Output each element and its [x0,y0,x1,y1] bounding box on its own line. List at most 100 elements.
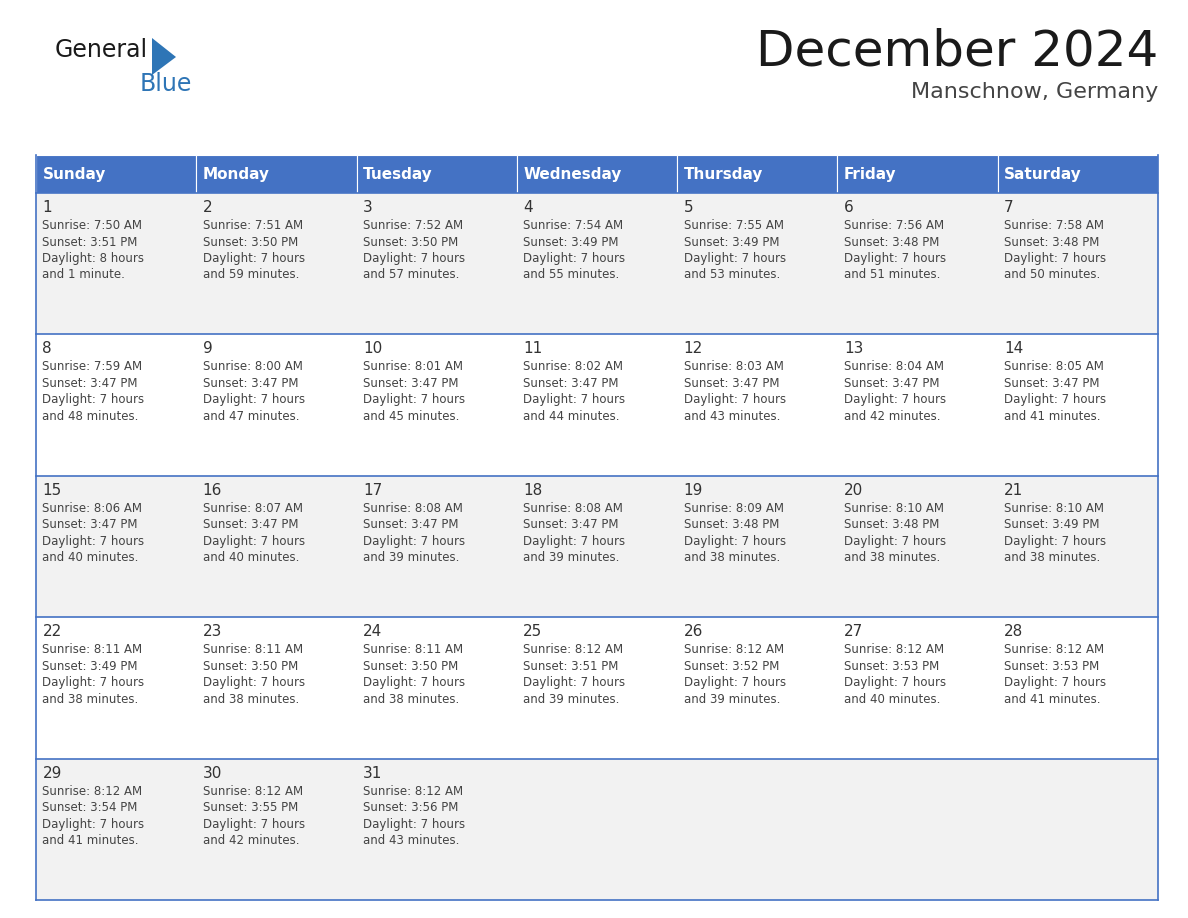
Text: 3: 3 [364,200,373,215]
Text: Daylight: 7 hours: Daylight: 7 hours [683,677,785,689]
Text: 30: 30 [203,766,222,780]
Text: Sunset: 3:48 PM: Sunset: 3:48 PM [843,519,940,532]
Bar [517,155,677,193]
Text: and 55 minutes.: and 55 minutes. [523,268,619,282]
Text: Sunset: 3:48 PM: Sunset: 3:48 PM [683,519,779,532]
Text: 19: 19 [683,483,703,498]
Text: Daylight: 7 hours: Daylight: 7 hours [203,394,305,407]
Text: and 59 minutes.: and 59 minutes. [203,268,299,282]
Text: and 48 minutes.: and 48 minutes. [43,410,139,423]
Text: Sunset: 3:47 PM: Sunset: 3:47 PM [523,519,619,532]
Text: 15: 15 [43,483,62,498]
Text: Daylight: 7 hours: Daylight: 7 hours [203,535,305,548]
Text: Sunrise: 8:12 AM: Sunrise: 8:12 AM [43,785,143,798]
Text: and 38 minutes.: and 38 minutes. [43,693,139,706]
Text: and 39 minutes.: and 39 minutes. [523,552,620,565]
Text: Sunset: 3:49 PM: Sunset: 3:49 PM [683,236,779,249]
Text: Sunrise: 8:06 AM: Sunrise: 8:06 AM [43,502,143,515]
Bar [36,476,1158,617]
Text: Sunset: 3:51 PM: Sunset: 3:51 PM [43,236,138,249]
Bar [36,193,1158,334]
Text: Sunrise: 7:50 AM: Sunrise: 7:50 AM [43,219,143,232]
Text: Daylight: 7 hours: Daylight: 7 hours [203,252,305,265]
Text: Tuesday: Tuesday [364,166,432,182]
Text: and 38 minutes.: and 38 minutes. [1004,552,1100,565]
Text: Thursday: Thursday [683,166,763,182]
Bar [36,334,1158,476]
Text: Daylight: 7 hours: Daylight: 7 hours [43,535,145,548]
Text: Sunset: 3:52 PM: Sunset: 3:52 PM [683,660,779,673]
Text: Sunrise: 7:56 AM: Sunrise: 7:56 AM [843,219,944,232]
Text: Sunset: 3:47 PM: Sunset: 3:47 PM [523,377,619,390]
Text: 20: 20 [843,483,864,498]
Text: and 45 minutes.: and 45 minutes. [364,410,460,423]
Text: 7: 7 [1004,200,1013,215]
Text: Sunset: 3:47 PM: Sunset: 3:47 PM [203,519,298,532]
Text: 10: 10 [364,341,383,356]
Text: and 39 minutes.: and 39 minutes. [364,552,460,565]
Text: and 38 minutes.: and 38 minutes. [364,693,460,706]
Text: Manschnow, Germany: Manschnow, Germany [911,82,1158,102]
Bar [196,155,356,193]
Text: Sunrise: 8:04 AM: Sunrise: 8:04 AM [843,361,943,374]
Text: and 53 minutes.: and 53 minutes. [683,268,779,282]
Text: 12: 12 [683,341,703,356]
Text: 26: 26 [683,624,703,639]
Text: Sunrise: 8:12 AM: Sunrise: 8:12 AM [1004,644,1105,656]
Text: Daylight: 7 hours: Daylight: 7 hours [1004,677,1106,689]
Text: 4: 4 [523,200,533,215]
Text: 1: 1 [43,200,52,215]
Text: Daylight: 7 hours: Daylight: 7 hours [523,394,625,407]
Text: Sunset: 3:50 PM: Sunset: 3:50 PM [364,236,459,249]
Text: Sunset: 3:50 PM: Sunset: 3:50 PM [203,660,298,673]
Text: Daylight: 7 hours: Daylight: 7 hours [683,252,785,265]
Text: and 47 minutes.: and 47 minutes. [203,410,299,423]
Text: Sunrise: 7:54 AM: Sunrise: 7:54 AM [523,219,624,232]
Text: 18: 18 [523,483,543,498]
Text: Sunrise: 8:03 AM: Sunrise: 8:03 AM [683,361,783,374]
Text: Sunrise: 7:55 AM: Sunrise: 7:55 AM [683,219,784,232]
Text: Daylight: 7 hours: Daylight: 7 hours [43,394,145,407]
Text: 31: 31 [364,766,383,780]
Text: Sunrise: 8:02 AM: Sunrise: 8:02 AM [523,361,624,374]
Text: Daylight: 7 hours: Daylight: 7 hours [1004,394,1106,407]
Text: Daylight: 7 hours: Daylight: 7 hours [203,677,305,689]
Text: Daylight: 7 hours: Daylight: 7 hours [364,535,466,548]
Text: 2: 2 [203,200,213,215]
Text: Sunrise: 8:12 AM: Sunrise: 8:12 AM [523,644,624,656]
Text: Sunset: 3:47 PM: Sunset: 3:47 PM [43,519,138,532]
Text: Daylight: 7 hours: Daylight: 7 hours [683,535,785,548]
Text: Daylight: 7 hours: Daylight: 7 hours [203,818,305,831]
Text: Daylight: 7 hours: Daylight: 7 hours [523,535,625,548]
Text: December 2024: December 2024 [756,28,1158,76]
Text: and 39 minutes.: and 39 minutes. [683,693,781,706]
Text: Sunrise: 8:11 AM: Sunrise: 8:11 AM [364,644,463,656]
Text: and 43 minutes.: and 43 minutes. [364,834,460,847]
Text: and 41 minutes.: and 41 minutes. [43,834,139,847]
Text: 28: 28 [1004,624,1023,639]
Text: Sunset: 3:47 PM: Sunset: 3:47 PM [364,377,459,390]
Text: and 41 minutes.: and 41 minutes. [1004,693,1100,706]
Bar [36,617,1158,758]
Text: and 40 minutes.: and 40 minutes. [203,552,299,565]
Text: 25: 25 [523,624,543,639]
Text: and 42 minutes.: and 42 minutes. [203,834,299,847]
Text: and 43 minutes.: and 43 minutes. [683,410,781,423]
Text: Sunset: 3:47 PM: Sunset: 3:47 PM [203,377,298,390]
Text: Sunset: 3:50 PM: Sunset: 3:50 PM [203,236,298,249]
Text: 23: 23 [203,624,222,639]
Text: Sunset: 3:53 PM: Sunset: 3:53 PM [1004,660,1099,673]
Text: Daylight: 7 hours: Daylight: 7 hours [364,677,466,689]
Text: Sunset: 3:51 PM: Sunset: 3:51 PM [523,660,619,673]
Text: Sunrise: 8:11 AM: Sunrise: 8:11 AM [43,644,143,656]
Text: Wednesday: Wednesday [523,166,621,182]
Text: and 38 minutes.: and 38 minutes. [843,552,940,565]
Text: Daylight: 7 hours: Daylight: 7 hours [364,818,466,831]
Text: 11: 11 [523,341,543,356]
Bar [998,155,1158,193]
Text: and 57 minutes.: and 57 minutes. [364,268,460,282]
Text: Daylight: 8 hours: Daylight: 8 hours [43,252,145,265]
Text: Sunrise: 8:05 AM: Sunrise: 8:05 AM [1004,361,1104,374]
Text: Sunrise: 8:12 AM: Sunrise: 8:12 AM [843,644,944,656]
Text: Daylight: 7 hours: Daylight: 7 hours [364,394,466,407]
